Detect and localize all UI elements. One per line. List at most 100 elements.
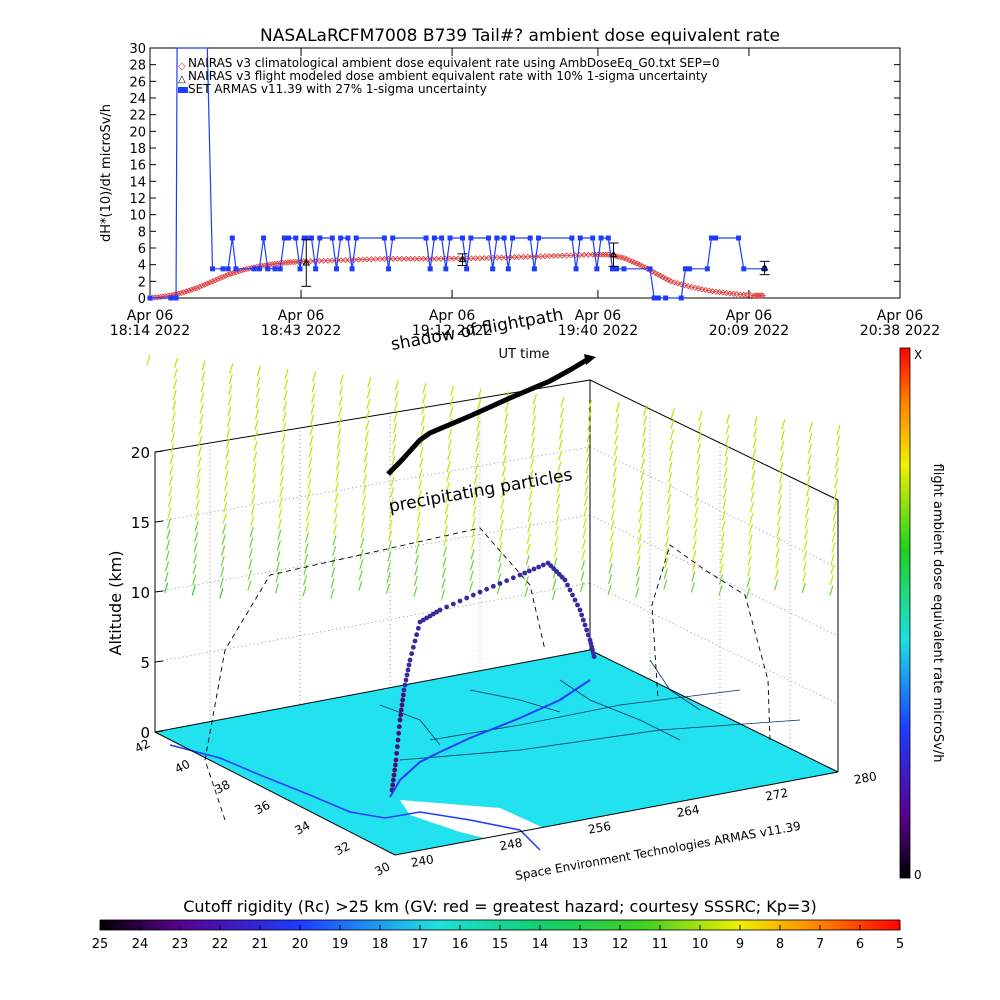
particle-dash <box>560 396 565 408</box>
particle-dash <box>473 474 478 485</box>
dose-colorbar-label: flight ambient dose equivalent rate micr… <box>930 464 945 763</box>
particle-dash <box>253 430 259 441</box>
particle-dash <box>414 554 419 565</box>
lat-tick-label: 34 <box>292 818 312 838</box>
particle-dash <box>332 524 338 535</box>
particle-dash <box>691 571 696 582</box>
climatological-point <box>602 251 609 258</box>
flight-track <box>389 560 597 793</box>
particle-dash <box>168 486 173 497</box>
particle-dash <box>444 503 449 514</box>
particle-dash <box>394 390 399 402</box>
particle-dash <box>586 442 591 453</box>
flight-track-point <box>450 601 456 607</box>
particle-dash <box>528 501 533 512</box>
particle-dash <box>584 474 589 485</box>
particle-dash <box>201 371 206 382</box>
particle-dash <box>559 407 565 418</box>
particle-dash <box>612 477 617 488</box>
particle-dash <box>588 399 593 410</box>
particle-dash <box>500 487 506 499</box>
particle-dash <box>668 450 674 462</box>
particle-dash <box>496 584 501 595</box>
armas-point <box>598 235 604 241</box>
armas-point <box>510 235 515 241</box>
shadow-arrowhead <box>584 354 596 365</box>
flight-track-point <box>517 572 523 578</box>
particle-dash <box>249 526 254 538</box>
armas-point <box>256 266 262 272</box>
particle-dash <box>551 589 557 601</box>
particle-dash <box>446 460 451 471</box>
particle-dash <box>224 470 229 481</box>
particle-dash <box>195 499 200 511</box>
particle-dash <box>449 407 454 418</box>
particle-dash <box>392 433 397 444</box>
lat-tick-label: 36 <box>252 798 272 818</box>
climatological-point <box>528 253 536 260</box>
armas-point <box>381 235 387 241</box>
particle-dash <box>361 516 366 527</box>
particle-dash <box>667 483 672 494</box>
particle-dash <box>251 483 256 495</box>
particle-dash <box>641 437 646 448</box>
x-tick-label-time: 18:43 2022 <box>261 323 341 339</box>
particle-dash <box>165 539 171 551</box>
particle-dash <box>168 475 173 486</box>
particle-dash <box>169 464 174 476</box>
armas-point <box>297 266 303 272</box>
particle-dash <box>391 455 396 466</box>
particle-dash <box>748 534 753 545</box>
particle-dash <box>470 549 475 560</box>
particle-dash <box>307 468 312 479</box>
particle-dash <box>390 487 395 498</box>
particle-dash <box>172 400 177 411</box>
particle-dash <box>779 462 784 473</box>
climatological-point <box>295 258 302 265</box>
rigidity-tick-label: 16 <box>452 937 469 952</box>
armas-point <box>423 235 429 241</box>
particle-dash <box>607 584 612 595</box>
flight-track-point <box>444 604 450 610</box>
armas-point <box>614 266 620 272</box>
climatological-point <box>537 253 544 260</box>
particle-dash <box>807 454 812 465</box>
armas-point <box>353 235 359 241</box>
particle-dash <box>775 558 780 569</box>
flight-track-point <box>400 692 406 698</box>
particle-dash <box>637 533 642 545</box>
armas-point <box>605 235 611 241</box>
particle-dash <box>222 513 227 524</box>
climatological-point <box>657 272 664 279</box>
particle-dash <box>637 523 643 534</box>
top-y-label: dH*(10)/dt microSv/h <box>99 104 114 242</box>
particle-dash <box>638 501 644 513</box>
particle-dash <box>333 513 338 525</box>
particle-dash <box>726 413 731 424</box>
particle-dash <box>473 484 478 496</box>
particle-dash <box>804 518 809 529</box>
rigidity-tick-label: 11 <box>652 937 669 952</box>
particle-dash <box>361 495 367 506</box>
climatological-point <box>600 251 607 258</box>
particle-dash <box>338 406 343 417</box>
armas-point <box>261 235 267 241</box>
altitude-label: Altitude (km) <box>106 551 125 656</box>
particle-dash <box>585 453 590 464</box>
particle-dash <box>499 519 504 531</box>
particle-dash <box>722 499 727 510</box>
flight-track-point <box>522 570 528 576</box>
particle-dash <box>639 490 644 502</box>
particle-dash <box>555 514 560 526</box>
climatological-point <box>342 257 349 264</box>
climatological-point <box>238 267 245 274</box>
climatological-point <box>665 276 672 284</box>
particle-dash <box>720 542 725 553</box>
particle-dash <box>310 414 315 425</box>
particle-dash <box>282 422 287 433</box>
legend-marker-modeled: △ <box>178 74 186 85</box>
flight-track-point <box>562 577 568 583</box>
particle-dash <box>197 456 202 468</box>
particle-dash <box>171 421 176 433</box>
